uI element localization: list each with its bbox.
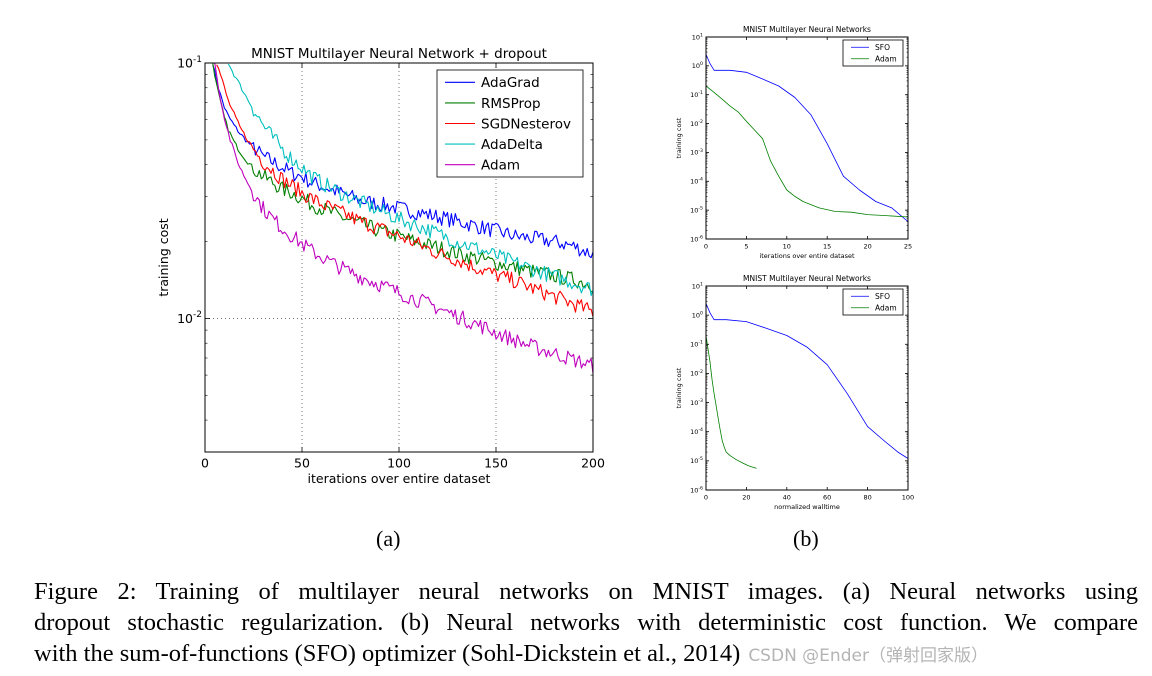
series-line-adadelta bbox=[227, 63, 593, 297]
legend-label-adam: Adam bbox=[481, 158, 520, 174]
y-axis-label: training cost bbox=[156, 218, 171, 296]
x-tick-label: 0 bbox=[201, 456, 209, 471]
x-tick-label: 20 bbox=[863, 243, 871, 251]
series-line-sfo bbox=[706, 54, 908, 222]
y-axis-label: training cost bbox=[675, 367, 683, 408]
legend-label-adam: Adam bbox=[875, 303, 897, 312]
legend-label-adagrad: AdaGrad bbox=[481, 75, 540, 91]
legend-label-sfo: SFO bbox=[875, 292, 890, 301]
x-tick-label: 40 bbox=[783, 494, 791, 502]
chart-title: MNIST Multilayer Neural Network + dropou… bbox=[251, 46, 547, 62]
series-line-sfo bbox=[706, 303, 908, 459]
caption-line-3-text: with the sum-of-functions (SFO) optimize… bbox=[34, 640, 741, 667]
plot-area bbox=[706, 303, 908, 469]
y-tick-label: 10-5 bbox=[690, 205, 703, 214]
series-line-adam bbox=[214, 63, 593, 374]
y-tick-label: 10-4 bbox=[690, 177, 703, 186]
y-tick-label: 10-1 bbox=[177, 55, 202, 71]
x-tick-label: 50 bbox=[294, 456, 310, 471]
x-tick-label: 80 bbox=[863, 494, 871, 502]
subfigure-label-a: (a) bbox=[376, 526, 401, 551]
legend-label-adam: Adam bbox=[875, 54, 897, 63]
y-tick-label: 100 bbox=[692, 61, 703, 70]
chart-b-top: 0 5 10 15 20 25 101 100 10-1 10-2 10-3 10-4 10-5 10-6… bbox=[675, 25, 912, 260]
figure-caption: Figure 2: Training of multilayer neural … bbox=[34, 576, 1138, 672]
x-tick-label: 15 bbox=[823, 243, 831, 251]
x-tick-label: 10 bbox=[783, 243, 791, 251]
series-line-adam bbox=[706, 335, 757, 469]
chart-a: 0 50 100 150 200 10-1 10-2 MNIST Multilayer Neu… bbox=[156, 46, 605, 486]
x-tick-label: 5 bbox=[744, 243, 748, 251]
watermark: CSDN @Ender（弹射回家版） bbox=[748, 646, 988, 666]
subfigure-label-b: (b) bbox=[793, 526, 819, 551]
x-axis-label: iterations over entire dataset bbox=[759, 252, 855, 260]
caption-line-2: dropout stochastic regularization. (b) N… bbox=[34, 609, 1138, 636]
legend-box bbox=[842, 39, 904, 67]
series-line-adam bbox=[706, 85, 908, 218]
y-tick-label: 101 bbox=[692, 32, 703, 41]
y-tick-label: 10-2 bbox=[690, 119, 703, 128]
y-tick-label: 10-6 bbox=[690, 485, 703, 494]
y-tick-label: 101 bbox=[692, 281, 703, 290]
chart-title: MNIST Multilayer Neural Networks bbox=[743, 25, 871, 34]
y-tick-label: 10-1 bbox=[690, 90, 703, 99]
series-line-sgdnesterov bbox=[216, 64, 593, 317]
x-axis-label: iterations over entire dataset bbox=[308, 471, 491, 486]
x-tick-label: 150 bbox=[484, 456, 508, 471]
y-tick-label: 10-4 bbox=[690, 427, 703, 436]
y-tick-label: 10-3 bbox=[690, 398, 703, 407]
x-tick-label: 100 bbox=[902, 494, 914, 502]
x-tick-label: 20 bbox=[742, 494, 750, 502]
x-tick-label: 25 bbox=[904, 243, 912, 251]
y-tick-label: 10-3 bbox=[690, 148, 703, 157]
y-tick-label: 10-5 bbox=[690, 456, 703, 465]
y-tick-label: 10-2 bbox=[690, 369, 703, 378]
legend-box bbox=[842, 288, 904, 316]
legend-label-sgdnesterov: SGDNesterov bbox=[481, 116, 571, 132]
y-tick-label: 100 bbox=[692, 310, 703, 319]
chart-title: MNIST Multilayer Neural Networks bbox=[743, 274, 871, 283]
y-tick-label: 10-6 bbox=[690, 234, 703, 243]
x-axis-label: normalized walltime bbox=[774, 503, 840, 511]
plot-area bbox=[212, 63, 593, 374]
x-tick-label: 0 bbox=[704, 243, 708, 251]
axes-frame bbox=[705, 36, 909, 240]
x-tick-label: 0 bbox=[704, 494, 708, 502]
series-line-adagrad bbox=[212, 65, 593, 259]
plot-area bbox=[706, 54, 908, 222]
x-tick-label: 60 bbox=[823, 494, 831, 502]
chart-b-bottom: 0 20 40 60 80 100 101 100 10-1 10-2 10-3 10-4 10-5 10… bbox=[675, 274, 914, 511]
legend-label-adadelta: AdaDelta bbox=[481, 137, 543, 153]
x-tick-label: 200 bbox=[581, 456, 605, 471]
y-axis-label: training cost bbox=[675, 117, 683, 158]
caption-line-3: with the sum-of-functions (SFO) optimize… bbox=[34, 638, 1138, 672]
y-tick-label: 10-1 bbox=[690, 340, 703, 349]
y-tick-label: 10-2 bbox=[177, 310, 202, 326]
legend-label-sfo: SFO bbox=[875, 43, 890, 52]
legend-label-rmsprop: RMSProp bbox=[481, 96, 541, 112]
caption-line-1: Figure 2: Training of multilayer neural … bbox=[34, 578, 1138, 605]
axes-frame bbox=[705, 285, 909, 491]
x-tick-label: 100 bbox=[387, 456, 411, 471]
series-line-rmsprop bbox=[212, 63, 593, 293]
